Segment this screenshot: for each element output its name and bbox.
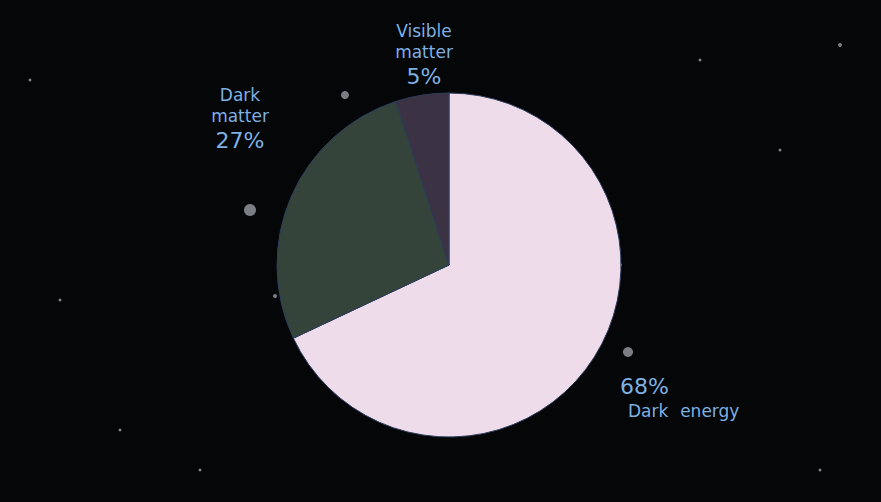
svg-text:matter: matter	[395, 42, 453, 62]
svg-text:68%: 68%	[620, 374, 669, 399]
svg-text:energy: energy	[680, 401, 739, 421]
svg-text:Dark: Dark	[220, 85, 260, 105]
svg-text:27%: 27%	[216, 128, 265, 153]
svg-text:Dark: Dark	[628, 401, 668, 421]
svg-text:5%: 5%	[407, 64, 442, 89]
svg-text:matter: matter	[211, 106, 269, 126]
svg-text:Visible: Visible	[396, 21, 452, 41]
